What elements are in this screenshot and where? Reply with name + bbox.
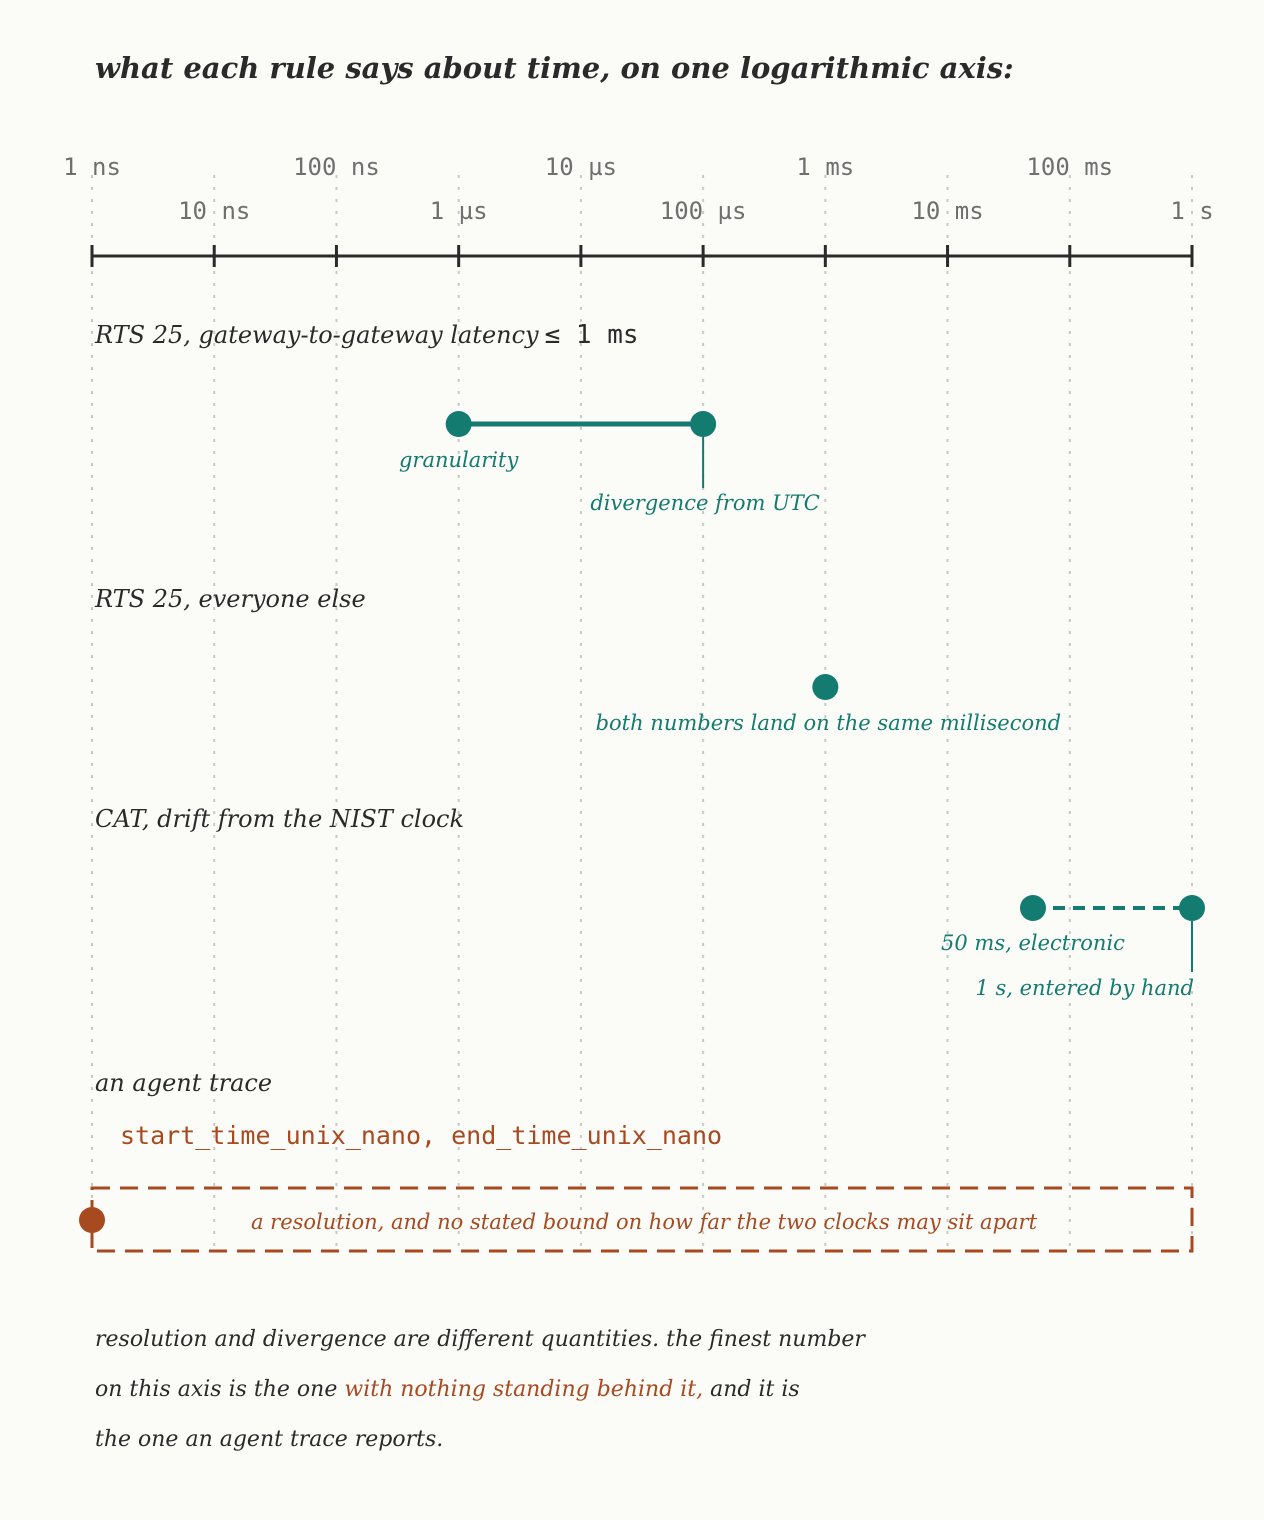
axis-tick-marks (90, 245, 1194, 267)
caption-line-2-end: and it is (703, 1377, 800, 1402)
manual-note: 1 s, entered by hand (975, 976, 1194, 1000)
tick-label: 1 ns (63, 153, 121, 181)
divergence-note: divergence from UTC (590, 491, 820, 515)
millisecond-point (812, 674, 839, 700)
manual-1s-point (1179, 895, 1205, 921)
row-label-rts25-everyone-else: RTS 25, everyone else (94, 585, 366, 613)
tick-label: 10 ns (178, 197, 250, 225)
caption-line-2-start: on this axis is the one (95, 1377, 344, 1402)
row-label-latency-bound: ≤ 1 ms (545, 320, 639, 350)
tick-label: 1 ms (796, 153, 854, 181)
caption-line-3: the one an agent trace reports. (95, 1427, 443, 1452)
unbounded-note: a resolution, and no stated bound on how… (251, 1210, 1038, 1234)
row-label-cat: CAT, drift from the NIST clock (95, 805, 464, 833)
diagram-title: what each rule says about time, on one l… (95, 51, 1014, 85)
row-rts25-gateway: RTS 25, gateway-to-gateway latency ≤ 1 ms… (94, 320, 820, 515)
row-label-rts25-gateway: RTS 25, gateway-to-gateway latency ≤ 1 ms (94, 320, 639, 350)
divergence-point (690, 411, 717, 437)
electronic-note: 50 ms, electronic (941, 931, 1125, 955)
unbounded-divergence-box (90, 1186, 1194, 1253)
tick-label: 10 ms (911, 197, 983, 225)
granularity-point (445, 411, 472, 437)
electronic-50ms-point (1019, 895, 1046, 921)
tick-label: 100 ms (1026, 153, 1113, 181)
row-cat-nist: CAT, drift from the NIST clock 50 ms, el… (95, 805, 1205, 1000)
caption-line-1: resolution and divergence are different … (95, 1327, 866, 1352)
tick-label: 10 µs (545, 153, 617, 181)
trace-field-names: start_time_unix_nano, end_time_unix_nano (120, 1121, 722, 1150)
row-label-text: RTS 25, gateway-to-gateway latency (94, 321, 539, 349)
caption-line-2: on this axis is the one with nothing sta… (95, 1377, 800, 1402)
row-label-agent-trace: an agent trace (95, 1069, 272, 1097)
tick-label: 1 µs (430, 197, 488, 225)
nanosecond-resolution-point (79, 1207, 105, 1233)
tick-label: 100 µs (660, 197, 747, 225)
caption-emphasis: with nothing standing behind it, (344, 1377, 703, 1402)
row-rts25-everyone-else: RTS 25, everyone else both numbers land … (94, 585, 1061, 735)
tick-label: 1 s (1170, 197, 1213, 225)
caption: resolution and divergence are different … (95, 1327, 866, 1452)
millisecond-note: both numbers land on the same millisecon… (596, 711, 1062, 735)
tick-label: 100 ns (293, 153, 380, 181)
row-agent-trace: an agent trace start_time_unix_nano, end… (79, 1069, 1194, 1253)
axis-tick-labels: 1 ns 10 ns 100 ns 1 µs 10 µs 100 µs 1 ms 10 ms 1… (63, 153, 1214, 225)
granularity-note: granularity (399, 448, 519, 472)
